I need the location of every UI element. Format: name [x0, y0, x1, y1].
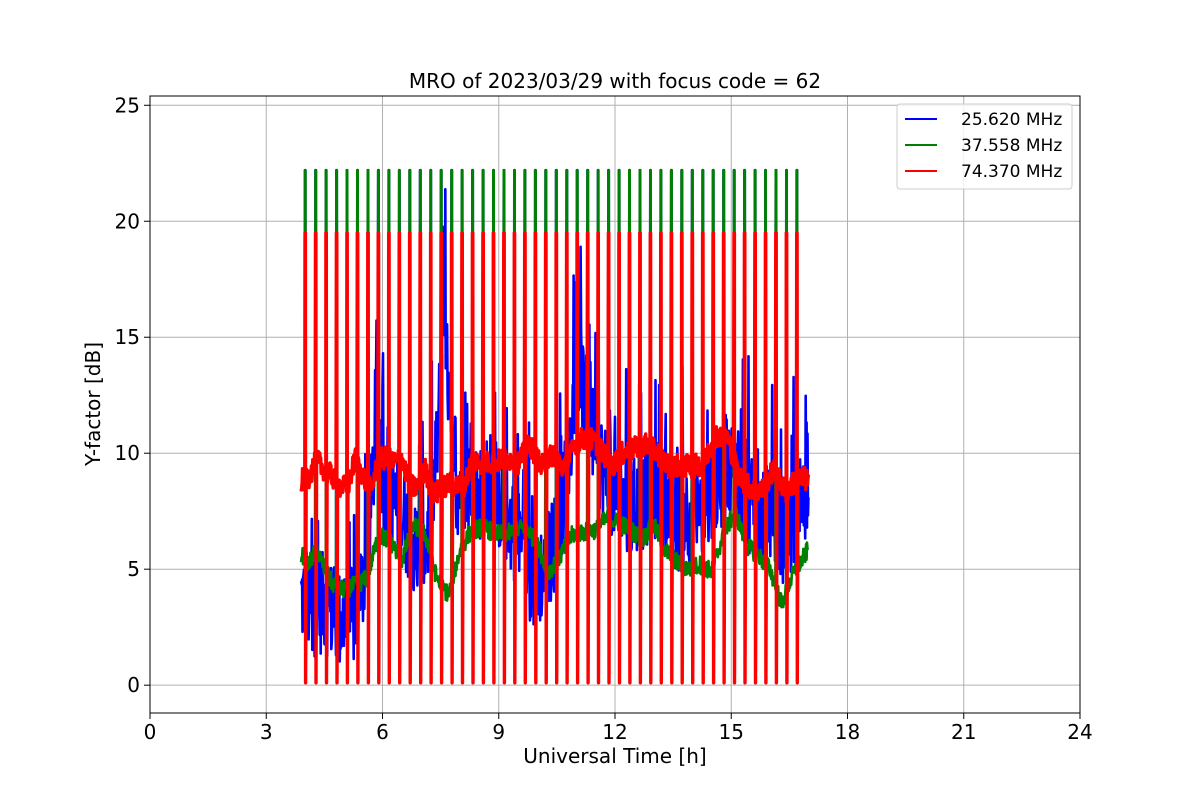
y-tick-label: 25 [115, 93, 140, 117]
legend: 25.620 MHz 37.558 MHz 74.370 MHz [896, 103, 1073, 190]
y-tick-label: 15 [115, 325, 140, 349]
x-tick-label: 6 [376, 720, 389, 744]
y-tick-label: 10 [115, 441, 140, 465]
x-axis: 0 3 6 9 12 15 18 21 24 [144, 713, 1093, 744]
x-tick-label: 21 [951, 720, 976, 744]
y-tick-label: 0 [127, 673, 140, 697]
series-line [299, 231, 811, 685]
x-axis-label: Universal Time [h] [523, 744, 706, 768]
y-axis: 0 5 10 15 20 25 [115, 93, 150, 697]
y-tick-label: 20 [115, 209, 140, 233]
x-tick-label: 9 [492, 720, 505, 744]
legend-box [896, 103, 1073, 190]
legend-label: 25.620 MHz [961, 110, 1062, 130]
chart-title: MRO of 2023/03/29 with focus code = 62 [409, 69, 821, 93]
series-line [299, 168, 810, 685]
y-tick-label: 5 [127, 557, 140, 581]
y-axis-label: Y-factor [dB] [81, 342, 105, 467]
x-tick-label: 15 [719, 720, 744, 744]
legend-label: 37.558 MHz [961, 136, 1062, 156]
legend-label: 74.370 MHz [961, 162, 1062, 182]
x-tick-label: 0 [144, 720, 157, 744]
x-tick-label: 24 [1067, 720, 1092, 744]
x-tick-label: 12 [602, 720, 627, 744]
plot-area [299, 168, 811, 685]
x-tick-label: 18 [835, 720, 860, 744]
x-tick-label: 3 [260, 720, 273, 744]
